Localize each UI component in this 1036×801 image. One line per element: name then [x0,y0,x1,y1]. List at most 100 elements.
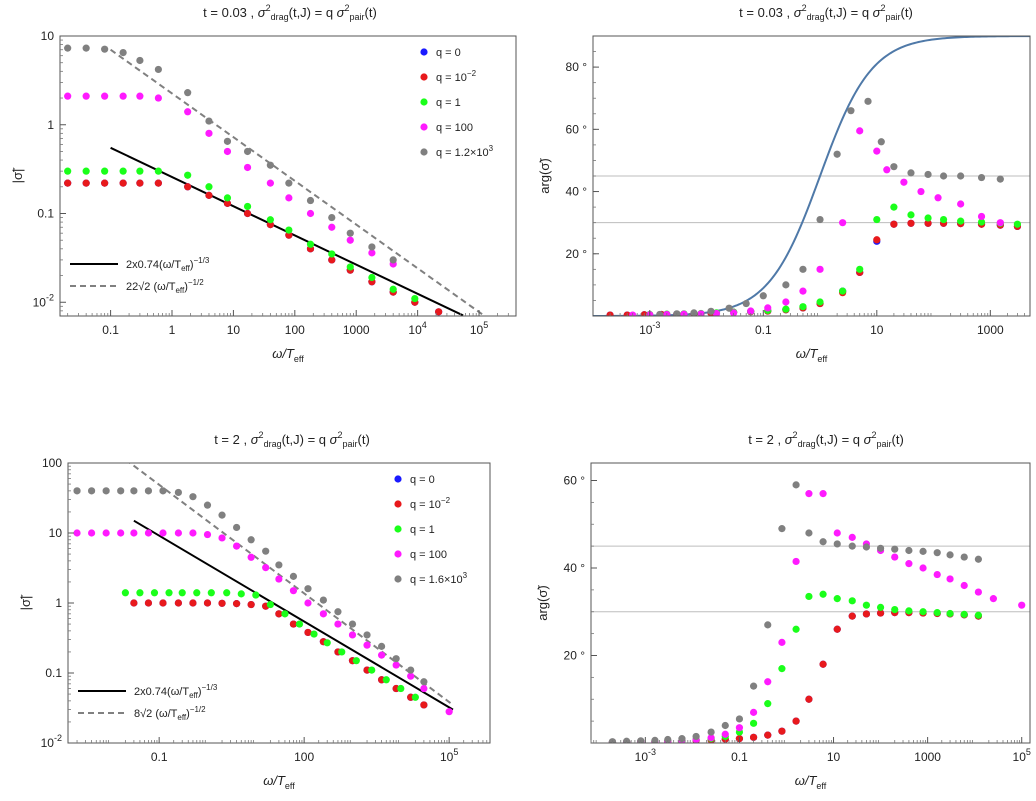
data-point [266,161,274,169]
data-point [839,219,847,227]
data-point [933,570,941,579]
data-point [252,591,260,599]
data-point [862,610,871,618]
data-point [656,310,664,316]
data-point [712,309,721,316]
data-point [207,589,215,597]
y-tick-label: 10-2 [33,292,54,309]
legend-marker [420,48,428,56]
data-point [792,557,800,566]
data-point [319,596,327,604]
data-point [352,657,360,665]
data-point [924,170,932,179]
data-point [285,179,293,187]
x-axis-label: ω/Teff [796,346,828,364]
data-point [102,487,110,495]
data-point [334,608,342,616]
data-point [792,717,800,725]
data-point [368,273,376,282]
data-point [262,564,270,572]
chart-panel-bottom-right: 10-3 0.1 10 1000 105 20 ° 40 ° 60 ° t = 2 , σ2dr… [535,430,1031,791]
data-point [839,287,847,295]
data-point [218,534,226,542]
data-point [189,529,197,537]
data-point [742,299,750,308]
data-point [121,589,129,597]
data-point [873,147,881,155]
legend-entry: q = 100 [410,549,447,561]
data-point [174,599,182,607]
data-point [905,560,913,568]
data-point [707,728,715,736]
series-4 [73,487,428,686]
chart-title: t = 0.03 , σ2drag(t,J) = q σ2pair(t) [203,3,377,22]
series-3 [629,127,1004,316]
data-point [934,194,942,202]
chart-panel-top-right: 10-3 0.1 10 1000 20 ° 40 ° 60 ° 80 ° t = 0.03 , … [537,3,1031,364]
data-point [946,551,954,559]
data-point [960,553,968,561]
data-point [119,49,127,57]
data-point [1018,601,1026,609]
x-axis-label: ω/Teff [795,773,827,791]
data-point [247,553,255,561]
data-point [1013,220,1022,228]
data-point [334,620,342,628]
data-point [130,529,138,537]
data-point [749,719,758,727]
data-point [184,171,192,179]
data-point [974,611,982,619]
data-point [917,187,925,196]
x-tick-label: 10 [870,323,884,337]
data-point [189,599,197,607]
data-point [933,609,941,617]
data-point [328,223,336,231]
data-point [377,651,386,659]
data-point [816,265,824,273]
data-point [891,605,899,614]
data-point [87,487,96,495]
data-point [368,666,376,674]
data-point [957,172,965,180]
y-tick-label: 60 ° [566,122,588,136]
data-point [205,191,213,199]
data-point [203,530,212,539]
x-tick-label: 1000 [914,750,941,764]
data-point [974,555,982,563]
data-point [223,589,231,597]
series-3 [73,529,453,716]
data-point [819,490,827,498]
data-point [721,721,729,730]
data-point [905,607,913,615]
y-tick-label: 20 ° [564,649,586,663]
data-point [154,179,162,187]
x-tick-label: 0.1 [755,323,772,337]
data-point [890,220,898,228]
data-point [420,684,428,693]
legend-entry: q = 100 [436,122,473,134]
data-point [749,733,758,741]
data-point [939,215,948,224]
data-point [136,589,144,597]
power-law-line-dashed [110,48,485,316]
data-point [690,309,698,316]
data-point [883,166,891,174]
data-point [154,167,162,175]
plot-area [591,481,1030,743]
data-point [136,56,144,65]
data-point [782,298,790,306]
data-point [707,734,715,742]
data-point [805,695,813,703]
series-2 [646,203,1022,316]
data-point [159,487,167,495]
legend: q = 0 q = 10−2 q = 1 q = 100 q = 1.6×103 [394,474,468,586]
x-axis-label: ω/Teff [263,773,295,791]
data-point [939,172,948,180]
data-point [764,731,772,739]
x-tick-label: 0.1 [731,750,748,764]
data-point [247,600,255,609]
x-tick-label: 100 [285,323,305,337]
data-point [749,682,758,690]
data-point [377,642,386,650]
series-2 [64,167,419,303]
